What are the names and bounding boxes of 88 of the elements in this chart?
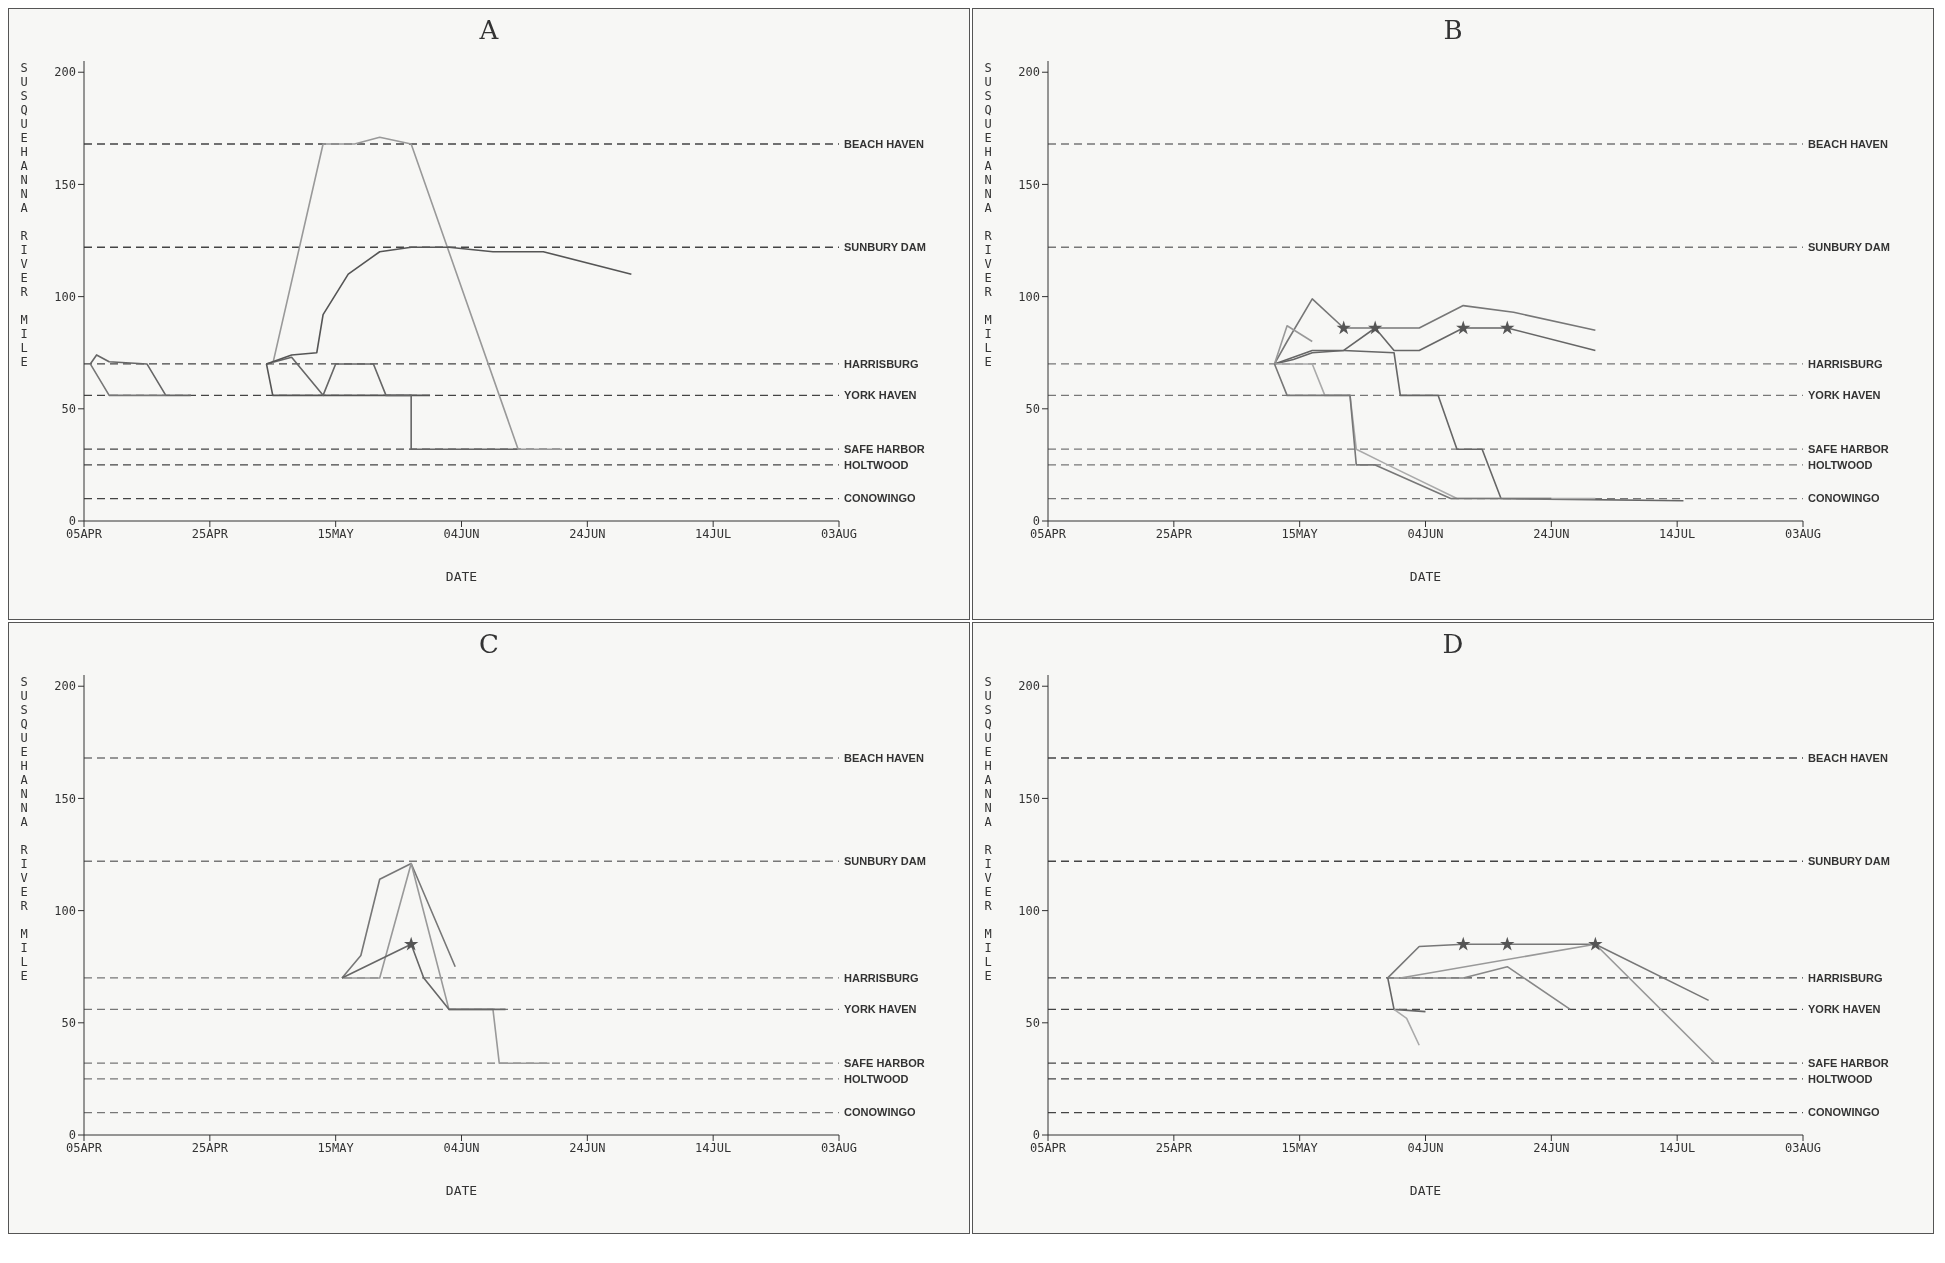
y-axis-title: SUSQUEHANNA RIVER MILE: [17, 675, 31, 983]
ref-line-label: CONOWINGO: [844, 1106, 916, 1119]
x-tick-label: 05APR: [1029, 1140, 1067, 1155]
chart-title: B: [1442, 14, 1464, 47]
x-tick-label: 24JUN: [1533, 1140, 1570, 1155]
x-tick-label: 25APR: [1155, 1140, 1193, 1155]
ref-line-label: SUNBURY DAM: [1808, 241, 1890, 254]
y-tick-label: 100: [54, 903, 76, 918]
x-tick-label: 14JUL: [695, 1140, 732, 1155]
x-axis-title: DATE: [1409, 1183, 1442, 1198]
x-axis-title: DATE: [445, 1183, 478, 1198]
y-tick-label: 200: [1018, 65, 1040, 80]
x-tick-label: 25APR: [1155, 526, 1193, 541]
x-tick-label: 24JUN: [569, 1140, 606, 1155]
y-tick-label: 200: [54, 65, 76, 80]
x-tick-label: 14JUL: [1659, 526, 1696, 541]
ref-line-label: YORK HAVEN: [844, 1003, 917, 1016]
y-tick-label: 100: [1018, 903, 1040, 918]
y-tick-label: 0: [68, 1128, 76, 1143]
y-axis-title: SUSQUEHANNA RIVER MILE: [981, 675, 995, 983]
y-axis-title: SUSQUEHANNA RIVER MILE: [981, 61, 995, 369]
ref-line-label: HOLTWOOD: [1808, 458, 1873, 471]
ref-line-label: BEACH HAVEN: [844, 137, 924, 150]
y-tick-label: 50: [61, 1016, 76, 1031]
ref-line-label: YORK HAVEN: [844, 389, 917, 402]
x-tick-label: 04JUN: [1407, 526, 1444, 541]
y-axis-title: SUSQUEHANNA RIVER MILE: [17, 61, 31, 369]
ref-line-label: BEACH HAVEN: [1808, 137, 1888, 150]
ref-line-label: SAFE HARBOR: [844, 1057, 925, 1070]
x-tick-label: 03AUG: [820, 526, 858, 541]
chart-title: C: [478, 628, 500, 661]
ref-line-label: HARRISBURG: [1808, 357, 1883, 370]
x-tick-label: 15MAY: [1281, 526, 1319, 541]
ref-line-label: SAFE HARBOR: [844, 443, 925, 456]
ref-line-label: HOLTWOOD: [844, 1072, 909, 1085]
ref-line-label: BEACH HAVEN: [1808, 751, 1888, 764]
ref-line-label: SUNBURY DAM: [844, 855, 926, 868]
x-tick-label: 15MAY: [317, 1140, 355, 1155]
ref-line-label: SAFE HARBOR: [1808, 1057, 1889, 1070]
x-tick-label: 25APR: [191, 526, 229, 541]
y-tick-label: 100: [1018, 289, 1040, 304]
x-tick-label: 04JUN: [443, 1140, 480, 1155]
y-tick-label: 50: [1025, 402, 1040, 417]
ref-line-label: HARRISBURG: [844, 357, 919, 370]
chart-title: D: [1441, 628, 1465, 661]
ref-line-label: HARRISBURG: [1808, 971, 1883, 984]
x-tick-label: 15MAY: [1281, 1140, 1319, 1155]
x-tick-label: 24JUN: [569, 526, 606, 541]
x-tick-label: 15MAY: [317, 526, 355, 541]
x-tick-label: 03AUG: [820, 1140, 858, 1155]
x-tick-label: 04JUN: [1407, 1140, 1444, 1155]
chart-title: A: [478, 14, 500, 47]
ref-line-label: SUNBURY DAM: [844, 241, 926, 254]
ref-line-label: CONOWINGO: [1808, 492, 1880, 505]
y-tick-label: 0: [1032, 514, 1040, 529]
ref-line-label: SUNBURY DAM: [1808, 855, 1890, 868]
y-tick-label: 150: [1018, 791, 1040, 806]
ref-line-label: BEACH HAVEN: [844, 751, 924, 764]
x-tick-label: 14JUL: [695, 526, 732, 541]
x-tick-label: 05APR: [65, 526, 103, 541]
x-tick-label: 03AUG: [1784, 1140, 1822, 1155]
ref-line-label: HOLTWOOD: [1808, 1072, 1873, 1085]
ref-line-label: HOLTWOOD: [844, 458, 909, 471]
ref-line-label: SAFE HARBOR: [1808, 443, 1889, 456]
y-tick-label: 100: [54, 289, 76, 304]
x-tick-label: 05APR: [65, 1140, 103, 1155]
ref-line-label: YORK HAVEN: [1808, 389, 1881, 402]
y-tick-label: 150: [54, 177, 76, 192]
x-tick-label: 14JUL: [1659, 1140, 1696, 1155]
x-tick-label: 05APR: [1029, 526, 1067, 541]
ref-line-label: CONOWINGO: [1808, 1106, 1880, 1119]
y-tick-label: 50: [1025, 1016, 1040, 1031]
y-tick-label: 50: [61, 402, 76, 417]
x-tick-label: 03AUG: [1784, 526, 1822, 541]
y-tick-label: 0: [1032, 1128, 1040, 1143]
x-tick-label: 25APR: [191, 1140, 229, 1155]
y-tick-label: 0: [68, 514, 76, 529]
y-tick-label: 200: [54, 679, 76, 694]
x-tick-label: 04JUN: [443, 526, 480, 541]
y-tick-label: 200: [1018, 679, 1040, 694]
x-axis-title: DATE: [1409, 569, 1442, 584]
y-tick-label: 150: [1018, 177, 1040, 192]
x-tick-label: 24JUN: [1533, 526, 1570, 541]
y-tick-label: 150: [54, 791, 76, 806]
ref-line-label: YORK HAVEN: [1808, 1003, 1881, 1016]
ref-line-label: CONOWINGO: [844, 492, 916, 505]
x-axis-title: DATE: [445, 569, 478, 584]
ref-line-label: HARRISBURG: [844, 971, 919, 984]
